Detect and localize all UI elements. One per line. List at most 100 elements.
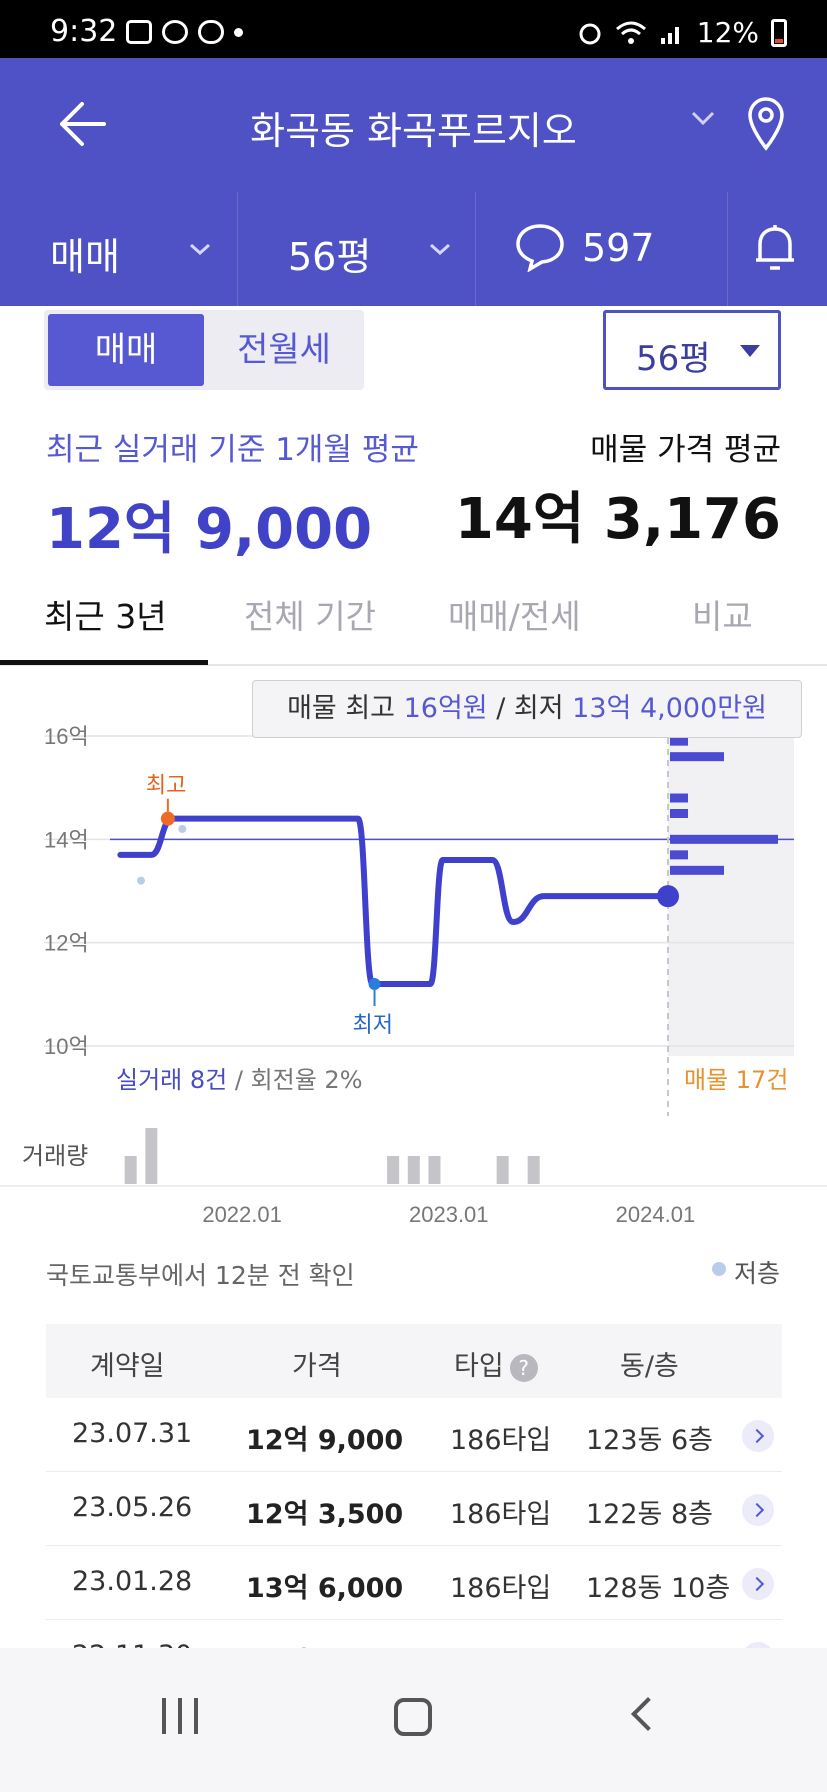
header-unit: 동/층 <box>620 1351 679 1382</box>
row-date: 23.05.26 <box>72 1492 193 1523</box>
tooltip-mid: / 최저 <box>487 693 573 724</box>
listing-average-label: 매물 가격 평균 <box>590 432 781 468</box>
listing-range-tooltip: 매물 최고 16억원 / 최저 13억 4,000만원 <box>252 680 802 738</box>
more-notifications-icon <box>234 27 243 37</box>
size-label: 56평 <box>288 235 372 279</box>
low-floor-legend-label: 저층 <box>734 1259 781 1288</box>
tab-sale-jeonse[interactable]: 매매/전세 <box>448 597 581 636</box>
system-back-icon[interactable] <box>631 1697 665 1731</box>
help-icon[interactable]: ? <box>509 1353 538 1382</box>
signal-icon <box>660 26 679 44</box>
filter-bar: 매매 56평 597 <box>0 192 827 306</box>
listing-histogram-bar <box>670 793 688 803</box>
row-type: 186타입 <box>450 1573 552 1604</box>
battery-percent: 12% <box>696 16 759 49</box>
tab-recent-3y[interactable]: 최근 3년 <box>44 597 167 636</box>
tooltip-max: 16억원 <box>403 693 488 724</box>
table-row[interactable]: 23.05.26 12억 3,500 186타입 122동 8층 <box>46 1472 782 1546</box>
listing-histogram-bar <box>670 736 688 746</box>
recent-average-label: 최근 실거래 기준 1개월 평균 <box>46 432 419 468</box>
row-date: 23.01.28 <box>72 1566 193 1597</box>
toggle-rent[interactable]: 전월세 <box>237 330 331 370</box>
app-header: 화곡동 화곡푸르지오 <box>0 58 827 192</box>
table-row[interactable]: 23.07.31 12억 9,000 186타입 123동 6층 <box>46 1398 782 1472</box>
listing-histogram-bar <box>670 809 688 818</box>
tab-compare[interactable]: 비교 <box>692 597 753 636</box>
header-price: 가격 <box>292 1351 342 1382</box>
turnover-rate: / 회전율 2% <box>227 1066 363 1094</box>
comments-button[interactable]: 597 <box>476 192 728 306</box>
volume-bar <box>496 1156 509 1184</box>
toggle-sale[interactable]: 매매 <box>48 314 204 386</box>
tooltip-prefix: 매물 최고 <box>287 693 404 724</box>
row-price: 12억 9,000 <box>246 1425 404 1456</box>
transaction-table: 계약일 가격 타입? 동/층 23.07.31 12억 9,000 186타입 123… <box>46 1324 782 1694</box>
wifi-icon <box>615 21 646 44</box>
deal-type-label: 매매 <box>50 235 120 279</box>
listing-histogram-bar <box>670 865 724 875</box>
trade-type-toggle: 매매 전월세 <box>44 310 364 390</box>
y-tick-label: 14억 <box>44 827 89 852</box>
chevron-down-icon <box>430 243 450 256</box>
volume-bar <box>124 1156 137 1184</box>
listing-histogram-bar <box>670 850 688 860</box>
caret-down-icon <box>740 345 760 357</box>
speech-bubble-icon <box>516 224 564 272</box>
period-tabs: 최근 3년 전체 기간 매매/전세 비교 <box>0 578 827 666</box>
recent-apps-icon[interactable] <box>162 1698 198 1734</box>
low-point-marker <box>368 978 381 990</box>
system-icons: 12% <box>577 16 787 49</box>
system-nav-bar <box>0 1648 827 1792</box>
x-tick-label: 2022.01 <box>202 1202 282 1226</box>
low-annotation: 최저 <box>353 1012 393 1037</box>
row-unit: 128동 10층 <box>586 1573 731 1604</box>
row-price: 12억 3,500 <box>246 1499 404 1530</box>
header-date: 계약일 <box>90 1351 165 1382</box>
volume-bar <box>407 1156 420 1184</box>
row-detail-chevron-icon[interactable] <box>742 1494 774 1526</box>
price-line <box>117 815 661 987</box>
volume-bar <box>145 1128 158 1184</box>
chevron-down-icon[interactable] <box>690 110 716 126</box>
header-type: 타입? <box>454 1344 538 1383</box>
alert-button[interactable] <box>728 192 827 306</box>
table-row[interactable]: 23.01.28 13억 6,000 186타입 128동 10층 <box>46 1546 782 1620</box>
row-price: 13억 6,000 <box>246 1573 404 1604</box>
chevron-down-icon <box>190 243 210 256</box>
alarm-icon <box>579 23 601 44</box>
high-point-marker <box>160 811 175 826</box>
home-icon[interactable] <box>394 1698 432 1736</box>
volume-bar <box>527 1156 540 1184</box>
y-tick-label: 16억 <box>44 724 89 749</box>
deal-type-dropdown[interactable]: 매매 <box>0 192 238 306</box>
trade-count-caption: 실거래 8건 / 회전율 2% <box>116 1060 363 1095</box>
active-tab-indicator <box>0 660 208 665</box>
low-floor-legend-dot <box>712 1262 726 1276</box>
size-dropdown[interactable]: 56평 <box>238 192 476 306</box>
row-detail-chevron-icon[interactable] <box>742 1568 774 1600</box>
table-header: 계약일 가격 타입? 동/층 <box>46 1324 782 1398</box>
back-arrow-icon[interactable] <box>56 98 108 150</box>
listing-histogram-bar <box>670 834 778 844</box>
size-select[interactable]: 56평 <box>603 310 781 390</box>
row-unit: 123동 6층 <box>586 1425 713 1456</box>
listing-average-value: 14억 3,176 <box>454 487 781 552</box>
map-pin-icon[interactable] <box>746 96 786 152</box>
listing-histogram-bar <box>670 752 724 762</box>
row-detail-chevron-icon[interactable] <box>742 1420 774 1452</box>
recent-average-value: 12억 9,000 <box>46 497 373 562</box>
y-tick-label: 12억 <box>44 931 89 956</box>
row-unit: 122동 8층 <box>586 1499 713 1530</box>
row-type: 186타입 <box>450 1499 552 1530</box>
volume-label: 거래량 <box>22 1142 89 1170</box>
tooltip-min: 13억 4,000만원 <box>572 693 767 724</box>
tab-all-period[interactable]: 전체 기간 <box>244 597 376 636</box>
data-source: 국토교통부에서 12분 전 확인 <box>46 1261 355 1290</box>
bell-icon <box>756 225 794 270</box>
page-title[interactable]: 화곡동 화곡푸르지오 <box>250 109 577 153</box>
volume-bar <box>387 1156 400 1184</box>
high-annotation: 최고 <box>146 773 186 798</box>
chat-icon <box>198 20 224 44</box>
x-tick-label: 2023.01 <box>409 1202 489 1226</box>
